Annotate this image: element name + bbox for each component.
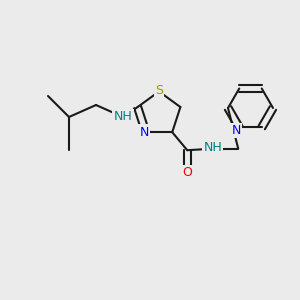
Text: NH: NH bbox=[114, 110, 132, 124]
Text: O: O bbox=[182, 166, 192, 179]
Text: NH: NH bbox=[203, 141, 222, 154]
Text: S: S bbox=[155, 84, 163, 98]
Text: N: N bbox=[232, 124, 241, 137]
Text: N: N bbox=[140, 126, 149, 139]
